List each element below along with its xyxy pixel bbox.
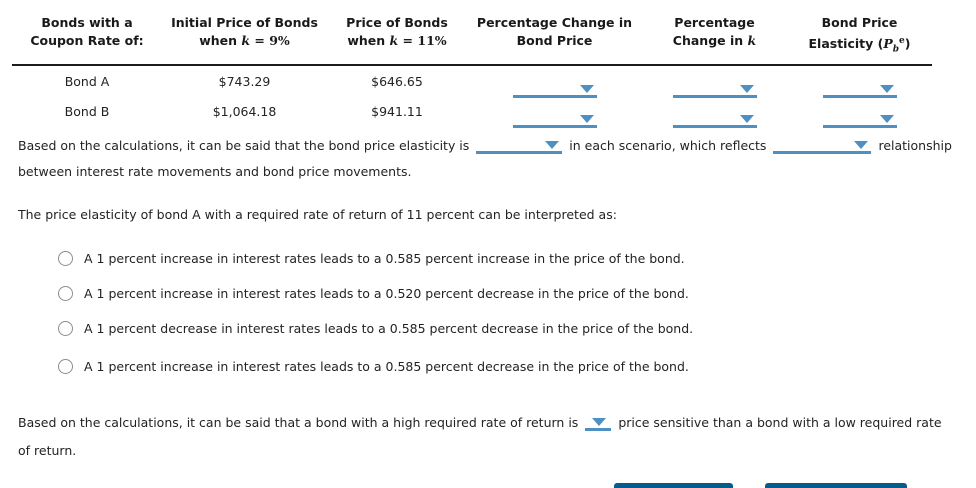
option-row[interactable]: A 1 percent decrease in interest rates l… [58, 320, 693, 336]
bottom-button-right[interactable] [765, 483, 907, 488]
radio-button[interactable] [58, 250, 73, 266]
dropdown-arrow-icon [739, 84, 754, 93]
answer-options: A 1 percent increase in interest rates l… [58, 250, 693, 393]
option-row[interactable]: A 1 percent increase in interest rates l… [58, 358, 693, 374]
bond-a-price-k11: $646.65 [371, 73, 423, 89]
option-row[interactable]: A 1 percent increase in interest rates l… [58, 250, 693, 266]
option-label[interactable]: A 1 percent increase in interest rates l… [84, 358, 689, 374]
col-header-initial-price: Initial Price of Bonds when k = 9% [171, 15, 318, 48]
dropdown-arrow-icon [592, 418, 607, 426]
option-label[interactable]: A 1 percent increase in interest rates l… [84, 250, 685, 266]
option-label[interactable]: A 1 percent decrease in interest rates l… [84, 320, 694, 336]
table-row-bond-b: Bond B $1,064.18 $941.11 [12, 99, 932, 128]
dropdown-elasticity-bond-b[interactable] [822, 107, 897, 128]
dropdown-pct-change-price-bond-a[interactable] [512, 77, 597, 98]
dropdown-elasticity-sign[interactable] [476, 135, 563, 154]
dropdown-arrow-icon [739, 114, 754, 123]
bond-b-price-k11: $941.11 [371, 103, 423, 119]
col-header-coupon-rate: Bonds with a Coupon Rate of: [30, 15, 144, 48]
dropdown-arrow-icon [879, 114, 894, 123]
dropdown-arrow-icon [579, 84, 594, 93]
col-header-elasticity: Bond Price Elasticity (Pbe) [808, 15, 911, 55]
dropdown-arrow-icon [854, 141, 869, 149]
dropdown-pct-change-k-bond-b[interactable] [672, 107, 757, 128]
dropdown-relationship-type[interactable] [773, 135, 872, 154]
bond-table: Bonds with a Coupon Rate of: Initial Pri… [12, 8, 932, 128]
radio-button[interactable] [58, 358, 73, 374]
option-row[interactable]: A 1 percent increase in interest rates l… [58, 285, 693, 301]
bond-a-price-k9: $743.29 [218, 73, 271, 89]
sensitivity-statement: Based on the calculations, it can be sai… [18, 409, 948, 465]
dropdown-arrow-icon [879, 84, 894, 93]
bond-a-label: Bond A [64, 73, 110, 89]
dropdown-elasticity-bond-a[interactable] [822, 77, 897, 98]
dropdown-price-sensitivity[interactable] [585, 412, 612, 431]
dropdown-pct-change-price-bond-b[interactable] [512, 107, 597, 128]
dropdown-arrow-icon [579, 114, 594, 123]
table-row-bond-a: Bond A $743.29 $646.65 [12, 69, 932, 98]
col-header-pct-change-k: Percentage Change in k [672, 15, 757, 48]
dropdown-arrow-icon [545, 141, 560, 149]
col-header-price-k11: Price of Bonds when k = 11% [346, 15, 448, 48]
interpretation-question: The price elasticity of bond A with a re… [18, 207, 617, 222]
bond-b-label: Bond B [64, 103, 110, 119]
elasticity-statement: Based on the calculations, it can be sai… [18, 133, 958, 185]
option-label[interactable]: A 1 percent increase in interest rates l… [84, 285, 689, 301]
bond-b-price-k9: $1,064.18 [212, 103, 277, 119]
dropdown-pct-change-k-bond-a[interactable] [672, 77, 757, 98]
table-header-row: Bonds with a Coupon Rate of: Initial Pri… [12, 8, 932, 66]
col-header-pct-change-price: Percentage Change in Bond Price [476, 15, 633, 48]
radio-button[interactable] [58, 285, 73, 301]
radio-button[interactable] [58, 320, 73, 336]
bottom-button-left[interactable] [614, 483, 733, 488]
